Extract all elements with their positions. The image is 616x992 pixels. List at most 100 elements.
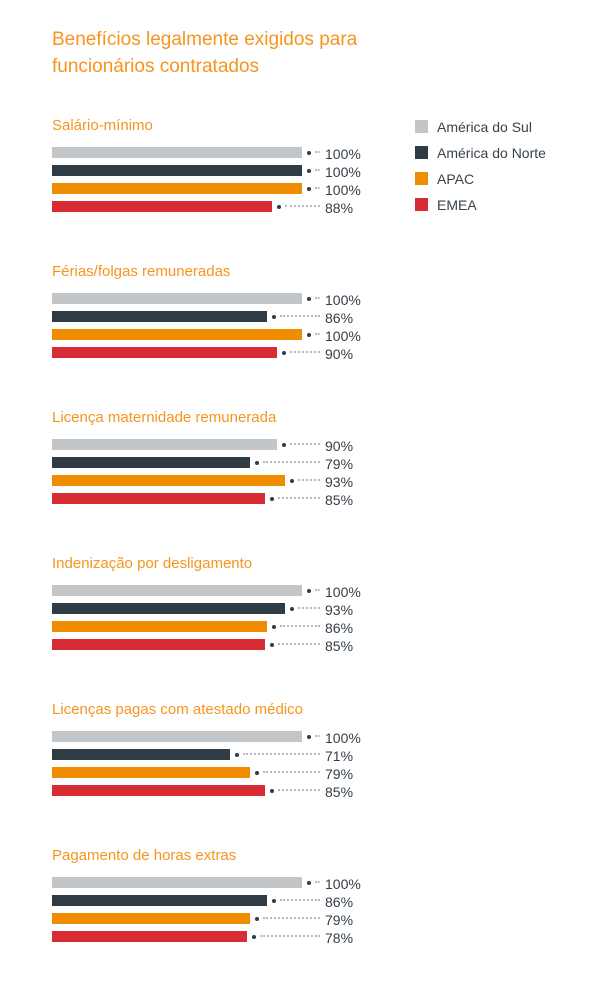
bar [52, 639, 265, 650]
leader-line [315, 151, 320, 153]
group-heading: Indenização por desligamento [52, 555, 253, 572]
leader-line [290, 443, 320, 445]
bar [52, 183, 302, 194]
marker-dot-icon [272, 899, 276, 903]
marker-dot-icon [254, 461, 259, 465]
value-label: 100% [325, 164, 361, 180]
page-title: Benefícios legalmente exigidos para func… [52, 29, 358, 77]
marker-dot-icon [289, 607, 294, 611]
leader-line [315, 735, 320, 737]
bar [52, 457, 250, 468]
value-label: 100% [325, 328, 361, 344]
value-label: 93% [325, 474, 354, 490]
marker-dot-icon [252, 935, 256, 939]
leader-line [242, 753, 320, 755]
benefit-group: Licenças pagas com atestado médico 100% … [52, 700, 372, 800]
leader-line [290, 351, 320, 353]
leader-line [280, 315, 320, 317]
legend-swatch-icon [415, 120, 428, 133]
group-heading: Pagamento de horas extras [52, 847, 237, 864]
value-label: 100% [325, 182, 361, 198]
bar-row: 93% [52, 472, 372, 490]
bar [52, 347, 277, 358]
leader-line [315, 297, 320, 299]
marker-dot-icon [307, 589, 311, 593]
marker-dot-icon [307, 297, 311, 301]
bar-row: 85% [52, 490, 372, 508]
value-label: 86% [325, 894, 354, 910]
value-label: 85% [325, 492, 354, 508]
marker-dot-icon [282, 443, 286, 447]
bar-row: 86% [52, 618, 372, 636]
leader-line [315, 881, 320, 883]
value-label: 85% [325, 784, 354, 800]
leader-line [277, 789, 320, 791]
marker-dot-icon [269, 497, 274, 501]
chart: Salário-mínimo 100% 100% 100% 88% Férias… [52, 116, 372, 992]
benefit-group: Férias/folgas remuneradas 100% 86% 100% … [52, 262, 372, 362]
leader-line [260, 935, 320, 937]
bar [52, 147, 302, 158]
bar-row: 79% [52, 454, 372, 472]
bar-rows: 100% 93% 86% 85% [52, 582, 372, 654]
legend-item: APAC [415, 171, 546, 187]
marker-dot-icon [254, 771, 259, 775]
marker-dot-icon [272, 315, 276, 319]
legend-label: América do Norte [437, 144, 546, 161]
bar [52, 475, 285, 486]
bar [52, 895, 267, 906]
bar [52, 785, 265, 796]
legend-swatch-icon [415, 172, 428, 185]
marker-dot-icon [307, 881, 311, 885]
leader-line [297, 607, 320, 609]
bar [52, 585, 302, 596]
bar [52, 603, 285, 614]
bar-row: 85% [52, 636, 372, 654]
bar [52, 877, 302, 888]
value-label: 88% [325, 200, 354, 216]
legend-item: América do Norte [415, 144, 546, 161]
bar-row: 100% [52, 290, 372, 308]
marker-dot-icon [277, 205, 281, 209]
bar-row: 100% [52, 326, 372, 344]
value-label: 85% [325, 638, 354, 654]
value-label: 90% [325, 438, 354, 454]
leader-line [285, 205, 320, 207]
bar [52, 311, 267, 322]
legend-swatch-icon [415, 146, 428, 159]
leader-line [280, 899, 320, 901]
marker-dot-icon [307, 151, 311, 155]
bar [52, 165, 302, 176]
marker-dot-icon [254, 917, 259, 921]
leader-line [315, 333, 320, 335]
bar-row: 86% [52, 308, 372, 326]
legend-label: América do Sul [437, 118, 532, 135]
bar-row: 79% [52, 764, 372, 782]
value-label: 79% [325, 912, 354, 928]
value-label: 93% [325, 602, 354, 618]
bar-row: 100% [52, 728, 372, 746]
value-label: 86% [325, 620, 354, 636]
group-heading: Salário-mínimo [52, 117, 153, 134]
leader-line [315, 187, 320, 189]
bar [52, 293, 302, 304]
group-heading: Licenças pagas com atestado médico [52, 701, 303, 718]
bar-row: 71% [52, 746, 372, 764]
legend-label: EMEA [437, 196, 477, 213]
group-heading: Licença maternidade remunerada [52, 409, 277, 426]
bar-rows: 100% 86% 79% 78% [52, 874, 372, 946]
leader-line [297, 479, 320, 481]
bar [52, 329, 302, 340]
marker-dot-icon [307, 187, 311, 191]
bar [52, 749, 230, 760]
benefit-group: Licença maternidade remunerada 90% 79% 9… [52, 408, 372, 508]
marker-dot-icon [234, 753, 239, 757]
bar-row: 79% [52, 910, 372, 928]
marker-dot-icon [307, 169, 311, 173]
benefit-group: Salário-mínimo 100% 100% 100% 88% [52, 116, 372, 216]
value-label: 100% [325, 876, 361, 892]
bar-row: 100% [52, 162, 372, 180]
bar-row: 86% [52, 892, 372, 910]
bar [52, 493, 265, 504]
leader-line [262, 461, 320, 463]
